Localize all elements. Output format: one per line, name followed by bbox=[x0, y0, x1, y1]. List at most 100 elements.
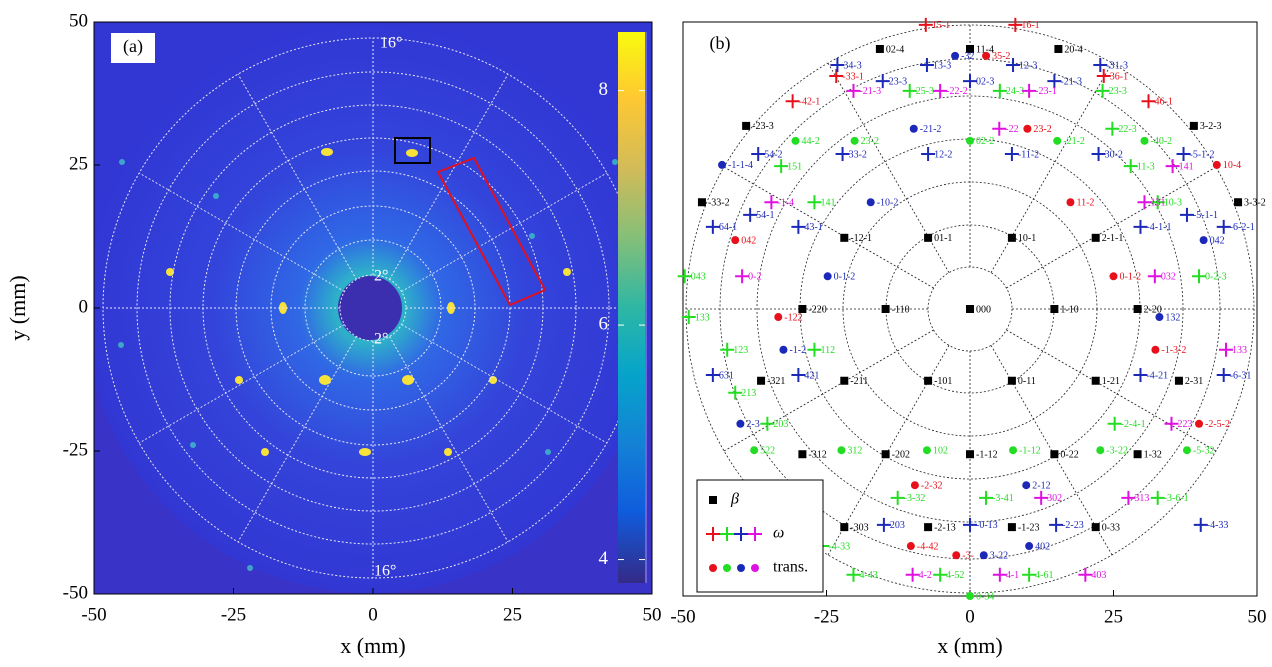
point-label: -4-21 bbox=[1146, 370, 1168, 381]
point-label: -21-2 bbox=[920, 124, 942, 135]
point-label: -21-3 bbox=[859, 86, 881, 97]
point-label: 10-4 bbox=[1223, 160, 1241, 171]
y-tick-label: 0 bbox=[79, 296, 89, 317]
point-label: -31-3 bbox=[1106, 60, 1128, 71]
point-label: -22-2 bbox=[946, 86, 968, 97]
marker bbox=[1092, 377, 1100, 385]
point-label: -1-3-2 bbox=[1161, 345, 1186, 356]
point-label: 042 bbox=[741, 235, 756, 246]
colorbar bbox=[618, 32, 645, 583]
marker bbox=[966, 450, 974, 458]
point-label: 133 bbox=[695, 312, 710, 323]
point-label: 43-1 bbox=[804, 222, 822, 233]
point-label: -1-4 bbox=[777, 198, 794, 209]
point-label: 203 bbox=[890, 520, 905, 531]
point-label: -10-2 bbox=[877, 198, 899, 209]
x-tick-label: -25 bbox=[814, 606, 839, 627]
legend-label: trans. bbox=[773, 559, 808, 576]
point-label: 10-1 bbox=[1018, 233, 1036, 244]
marker bbox=[1175, 377, 1183, 385]
marker bbox=[774, 313, 782, 321]
point-label: -312 bbox=[808, 450, 826, 461]
point-label: 02-4 bbox=[886, 44, 904, 55]
point-label: -1-23 bbox=[1018, 522, 1040, 533]
point-label: 1-21 bbox=[1102, 376, 1120, 387]
x-tick-label: -25 bbox=[221, 604, 246, 625]
point-label: -2-13 bbox=[934, 522, 956, 533]
point-label: 1-10 bbox=[1060, 304, 1078, 315]
point-label: 23-3 bbox=[1109, 86, 1127, 97]
x-tick-label: -50 bbox=[670, 606, 695, 627]
point-label: 0-2-3 bbox=[1205, 272, 1227, 283]
marker bbox=[1110, 272, 1118, 280]
point-label: 12-3 bbox=[1019, 60, 1037, 71]
marker bbox=[1025, 542, 1033, 550]
marker bbox=[1200, 236, 1208, 244]
marker bbox=[723, 564, 731, 572]
point-label: -22 bbox=[1005, 124, 1018, 135]
point-label: 33-2 bbox=[849, 149, 867, 160]
ring-label: 2° bbox=[374, 268, 388, 285]
x-tick-label: 50 bbox=[643, 604, 662, 625]
point-label: 01-1 bbox=[934, 233, 952, 244]
spot bbox=[359, 448, 371, 456]
point-label: 20-4 bbox=[1064, 44, 1082, 55]
y-tick-label: 50 bbox=[69, 10, 88, 31]
ring-label: 16° bbox=[380, 35, 402, 52]
point-label: 042 bbox=[1210, 235, 1225, 246]
point-label: -101 bbox=[934, 376, 952, 387]
colorbar-tick-label: 8 bbox=[599, 79, 609, 100]
point-label: 02-3 bbox=[976, 76, 994, 87]
marker bbox=[1054, 45, 1062, 53]
x-tick-label: 25 bbox=[503, 604, 522, 625]
point-label: -321 bbox=[767, 376, 785, 387]
marker bbox=[1008, 523, 1016, 531]
point-label: 1-32 bbox=[1144, 450, 1162, 461]
panel-label: (a) bbox=[123, 36, 143, 57]
beam-stop bbox=[338, 276, 402, 340]
point-label: -33-2 bbox=[708, 198, 730, 209]
point-label: -4-33 bbox=[828, 541, 850, 552]
point-label: 132 bbox=[1165, 312, 1180, 323]
marker bbox=[1183, 446, 1191, 454]
point-label: 3-3-2 bbox=[1244, 198, 1266, 209]
marker bbox=[1023, 125, 1031, 133]
point-label: 22-3 bbox=[1118, 124, 1136, 135]
spot bbox=[118, 342, 124, 348]
point-label: -11-2 bbox=[1018, 149, 1039, 160]
point-label: 4-1 bbox=[1006, 570, 1019, 581]
x-axis-label: x (mm) bbox=[340, 633, 405, 658]
point-label: 302 bbox=[1047, 493, 1062, 504]
point-label: 213 bbox=[741, 388, 756, 399]
point-label: -21-2 bbox=[1063, 136, 1085, 147]
marker bbox=[924, 234, 932, 242]
point-label: 4-52 bbox=[946, 570, 964, 581]
marker bbox=[882, 305, 890, 313]
marker bbox=[1155, 313, 1163, 321]
point-label: 0-1-2 bbox=[1120, 272, 1142, 283]
marker bbox=[1151, 346, 1159, 354]
point-label: 131 bbox=[1150, 198, 1165, 209]
point-label: 043 bbox=[691, 272, 706, 283]
point-label: 35-2 bbox=[992, 51, 1010, 62]
x-tick-label: -50 bbox=[81, 604, 106, 625]
point-label: 3-22 bbox=[990, 551, 1008, 562]
point-label: -2-5-2 bbox=[1205, 419, 1230, 430]
point-label: -23-1 bbox=[1035, 86, 1057, 97]
point-label: -40-2 bbox=[1150, 136, 1172, 147]
marker bbox=[1140, 137, 1148, 145]
point-label: 141 bbox=[1179, 161, 1194, 172]
point-label: 151 bbox=[787, 161, 802, 172]
point-label: 0-22 bbox=[1060, 450, 1078, 461]
spot bbox=[406, 149, 418, 157]
point-label: 0-33 bbox=[1102, 522, 1120, 533]
point-label: 23-2 bbox=[861, 136, 879, 147]
point-label: -110 bbox=[892, 304, 910, 315]
point-label: -1-2 bbox=[789, 345, 806, 356]
marker bbox=[966, 592, 974, 600]
point-label: 23-3 bbox=[889, 76, 907, 87]
point-label: -2-4-1 bbox=[1121, 419, 1146, 430]
marker bbox=[1195, 420, 1203, 428]
point-label: -5-1-1 bbox=[1193, 210, 1218, 221]
spot bbox=[261, 448, 269, 456]
